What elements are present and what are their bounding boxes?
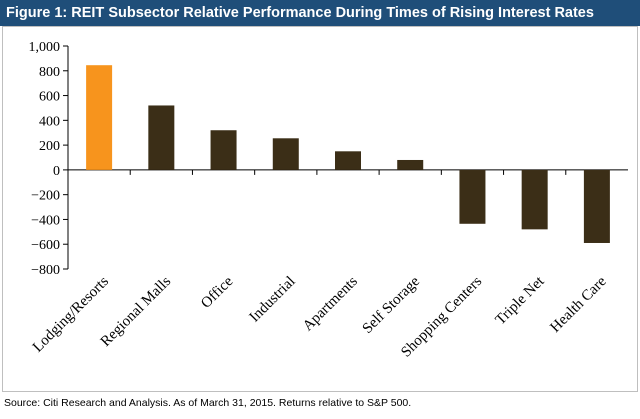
bar-self-storage (397, 159, 424, 170)
y-tick-label: 0 (53, 164, 60, 179)
x-category-label: Self Storage (360, 273, 424, 337)
bar-apartments (335, 151, 361, 170)
y-tick-label: 400 (39, 114, 60, 129)
y-tick-label: −400 (31, 213, 60, 228)
bar-industrial (272, 138, 299, 170)
x-category-label: Industrial (247, 274, 299, 326)
y-tick-label: −600 (31, 238, 60, 253)
x-category-label: Lodging/Resorts (30, 273, 112, 355)
source-note: Source: Citi Research and Analysis. As o… (4, 397, 412, 409)
y-tick-label: 600 (39, 90, 60, 105)
x-category-label: Health Care (547, 273, 610, 336)
bar-office (210, 130, 237, 170)
y-axis: 1,000 800 600 400 200 0 −200 −400 −600 −800 (29, 40, 628, 278)
y-tick-label: −200 (31, 189, 60, 204)
bar-shopping-centers (459, 169, 486, 224)
x-category-label: Triple Net (493, 273, 548, 328)
figure-title: Figure 1: REIT Subsector Relative Perfor… (0, 0, 640, 26)
y-tick-label: 200 (39, 139, 60, 154)
y-tick-label: −800 (31, 263, 60, 278)
bars (86, 65, 610, 243)
x-category-label: Office (198, 273, 236, 311)
x-category-label: Apartments (300, 273, 361, 334)
bar-regional-malls (148, 105, 175, 170)
bar-health-care (583, 169, 610, 243)
y-tick-label: 800 (39, 65, 60, 80)
bar-triple-net (521, 169, 548, 230)
bar-lodging-resorts (86, 65, 113, 170)
y-tick-label: 1,000 (29, 40, 61, 55)
